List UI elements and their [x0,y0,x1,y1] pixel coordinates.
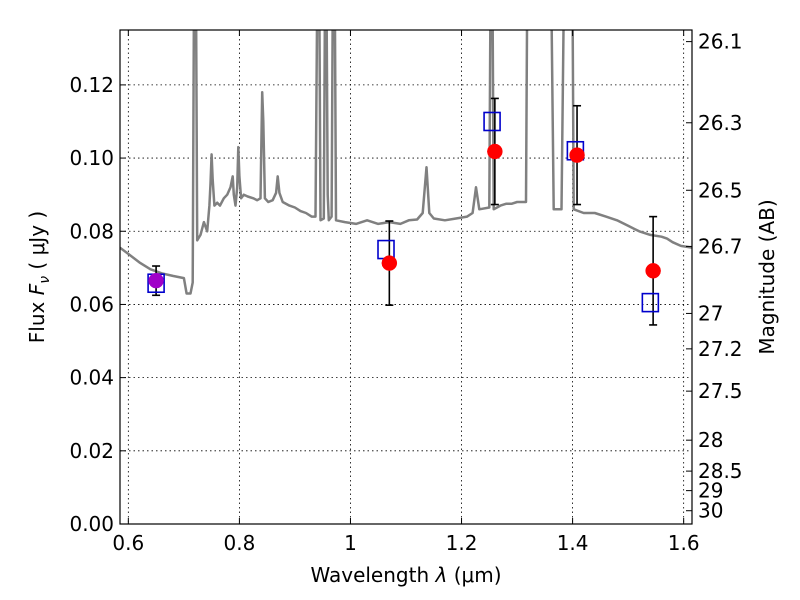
y-axis: 0.00 0.02 0.04 0.06 0.08 0.10 0.12 [69,73,126,536]
y-tick-label: 0.08 [69,219,114,243]
magnitude-tick-label: 28 [698,428,723,452]
observed-point [487,143,503,160]
x-tick-label: 0.8 [223,531,255,555]
y-tick-label: 0.00 [69,512,114,536]
y-tick-label: 0.12 [69,73,114,97]
y-axis-label: Flux Fν ( μJy ) [25,211,53,343]
x-axis: 0.6 0.8 1 1.2 1.4 1.6 [112,30,700,555]
model-spectrum-layer [120,30,692,295]
model-spectrum-line [120,30,692,295]
y-tick-label: 0.06 [69,292,114,316]
magnitude-axis-label: Magnitude (AB) [755,199,779,354]
plot-frame [119,29,693,525]
magnitude-tick-label: 26.3 [698,111,743,135]
magnitude-tick-label: 26.7 [698,234,743,258]
magnitude-tick-label: 27.5 [698,379,743,403]
grid-layer [120,30,692,524]
model-photometry-box [483,111,501,132]
magnitude-tick-label: 28.5 [698,459,743,483]
observed-point [569,147,585,163]
magnitude-tick-label: 27 [698,301,723,325]
x-tick-label: 1.6 [668,531,700,555]
model-photometry-box [641,292,660,313]
x-tick-label: 0.6 [112,531,144,555]
magnitude-tick-label: 29 [698,479,723,503]
x-tick-label: 1.4 [557,531,589,555]
y-tick-label: 0.02 [69,439,114,463]
observed-point [381,255,398,271]
magnitude-tick-label: 27.2 [698,337,743,361]
x-tick-label: 1 [344,531,357,555]
observed-point [148,272,164,289]
y-tick-label: 0.04 [69,366,114,390]
magnitude-tick-label: 26.5 [698,178,743,202]
observed-photometry-layer [148,143,661,289]
magnitude-tick-label: 26.1 [698,30,743,54]
y-tick-label: 0.10 [69,146,114,170]
x-tick-label: 1.2 [446,531,478,555]
observed-point [645,263,661,279]
magnitude-tick-label: 30 [698,499,723,523]
x-axis-label: Wavelength λ (μm) [310,563,501,587]
